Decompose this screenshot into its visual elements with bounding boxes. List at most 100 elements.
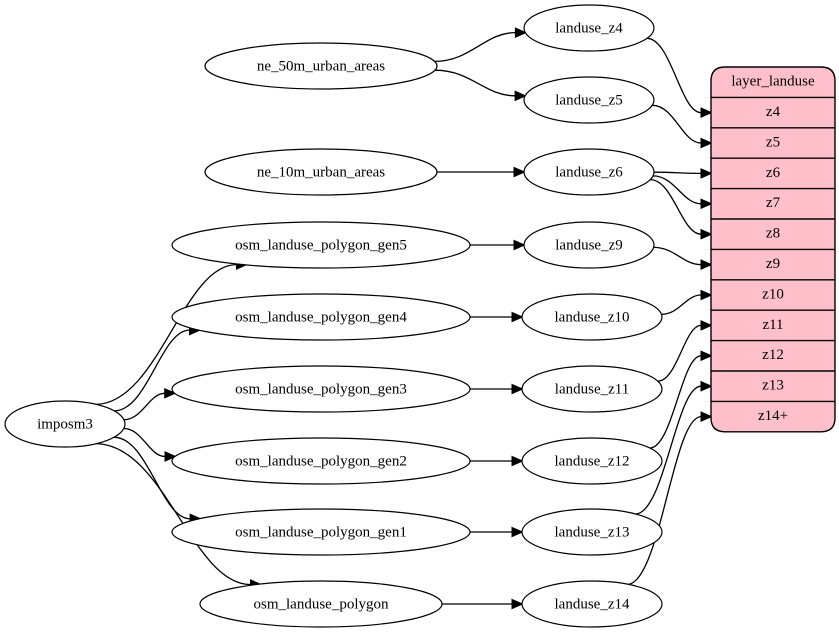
edge-landuse_z11-to-z11 <box>657 324 702 382</box>
edge-imposm3-to-osm_landuse_polygon <box>94 442 251 586</box>
view-node-ellipse <box>521 293 663 341</box>
node-label-ne_50m_urban_areas: ne_50m_urban_areas <box>257 58 385 74</box>
arrowhead-icon <box>514 27 528 39</box>
edge-ne_50m_urban_areas-to-landuse_z5 <box>434 69 516 97</box>
node-label-osm_landuse_polygon_gen1: osm_landuse_polygon_gen1 <box>235 524 407 540</box>
node-osm_landuse_polygon_gen1[interactable]: osm_landuse_polygon_gen1 <box>171 508 471 556</box>
arrowhead-icon <box>700 137 713 149</box>
arrowhead-icon <box>700 380 713 392</box>
arrowhead-icon <box>511 455 524 467</box>
node-label-landuse_z10: landuse_z10 <box>555 309 630 325</box>
edge-ne_50m_urban_areas-to-landuse_z4 <box>434 31 516 63</box>
node-landuse_z5[interactable]: landuse_z5 <box>523 76 655 124</box>
node-label-landuse_z6: landuse_z6 <box>555 164 623 180</box>
node-ne_50m_urban_areas[interactable]: ne_50m_urban_areas <box>204 42 438 90</box>
node-osm_landuse_polygon_gen2[interactable]: osm_landuse_polygon_gen2 <box>171 437 471 485</box>
arrowhead-icon <box>511 383 524 395</box>
source-node-ellipse <box>204 148 438 196</box>
arrowhead-icon <box>511 526 524 538</box>
record-row-z8: z8 <box>766 226 780 242</box>
edge-imposm3-to-osm_landuse_polygon_gen1 <box>113 436 191 520</box>
edge-landuse_z5-to-z5 <box>652 104 702 144</box>
view-node-ellipse <box>521 580 663 628</box>
node-landuse_z6[interactable]: landuse_z6 <box>523 148 655 196</box>
node-landuse_z10[interactable]: landuse_z10 <box>521 293 663 341</box>
node-label-landuse_z5: landuse_z5 <box>555 92 622 108</box>
source-node-ellipse <box>171 293 471 341</box>
record-row-z12: z12 <box>762 347 784 363</box>
node-osm_landuse_polygon_gen3[interactable]: osm_landuse_polygon_gen3 <box>171 365 471 413</box>
source-node-ellipse <box>171 437 471 485</box>
edge-landuse_z13-to-z13 <box>634 385 702 515</box>
node-label-landuse_z13: landuse_z13 <box>555 524 630 540</box>
record-row-z10: z10 <box>762 286 784 302</box>
arrowhead-icon <box>700 320 713 331</box>
arrowhead-icon <box>700 350 713 362</box>
record-row-z4: z4 <box>766 104 781 120</box>
node-label-landuse_z11: landuse_z11 <box>555 381 629 397</box>
arrowhead-icon <box>700 198 713 210</box>
arrowhead-icon <box>513 166 526 178</box>
edge-imposm3-to-osm_landuse_polygon_gen4 <box>113 329 190 412</box>
source-node-ellipse <box>199 580 443 628</box>
record-row-z13: z13 <box>762 378 784 394</box>
node-label-osm_landuse_polygon_gen3: osm_landuse_polygon_gen3 <box>235 381 407 397</box>
record-node-layer: layer_landuse z4 z5 z6 z7 z8 z9 z10 z11 z12 z13 z14… <box>710 66 836 433</box>
arrowhead-icon <box>511 598 524 610</box>
edge-landuse_z6-to-z8 <box>650 178 702 235</box>
node-imposm3[interactable]: imposm3 <box>4 400 126 448</box>
source-node-ellipse <box>171 508 471 556</box>
node-landuse_z12[interactable]: landuse_z12 <box>521 437 663 485</box>
edge-landuse_z12-to-z12 <box>649 355 702 449</box>
arrowhead-icon <box>513 239 526 251</box>
node-osm_landuse_polygon_gen4[interactable]: osm_landuse_polygon_gen4 <box>171 293 471 341</box>
edge-imposm3-to-osm_landuse_polygon_gen5 <box>94 263 237 406</box>
node-label-osm_landuse_polygon: osm_landuse_polygon <box>254 596 389 612</box>
node-label-osm_landuse_polygon_gen2: osm_landuse_polygon_gen2 <box>235 453 407 469</box>
arrowhead-icon <box>514 90 527 102</box>
node-landuse_z11[interactable]: landuse_z11 <box>521 365 663 413</box>
source-node-ellipse <box>4 400 126 448</box>
node-landuse_z13[interactable]: landuse_z13 <box>521 508 663 556</box>
node-landuse_z14[interactable]: landuse_z14 <box>521 580 663 628</box>
arrowhead-icon <box>700 259 713 270</box>
edge-imposm3-to-osm_landuse_polygon_gen2 <box>123 427 166 458</box>
node-label-osm_landuse_polygon_gen5: osm_landuse_polygon_gen5 <box>235 237 407 253</box>
edge-landuse_z6-to-z7 <box>652 175 702 205</box>
node-label-ne_10m_urban_areas: ne_10m_urban_areas <box>257 164 385 180</box>
node-label-landuse_z14: landuse_z14 <box>555 596 630 612</box>
arrowhead-icon <box>700 411 713 422</box>
arrowhead-icon <box>700 289 713 301</box>
arrowhead-icon <box>700 228 713 240</box>
node-osm_landuse_polygon_gen5[interactable]: osm_landuse_polygon_gen5 <box>171 221 471 269</box>
arrowhead-icon <box>700 168 713 179</box>
node-landuse_z4[interactable]: landuse_z4 <box>523 4 655 52</box>
node-label-imposm3: imposm3 <box>37 416 93 432</box>
record-header-label: layer_landuse <box>731 74 815 90</box>
nodes-layer: imposm3 ne_50m_urban_areas ne_10m_urban_ar… <box>4 4 663 628</box>
record-row-z11: z11 <box>762 317 783 333</box>
node-ne_10m_urban_areas[interactable]: ne_10m_urban_areas <box>204 148 438 196</box>
node-label-osm_landuse_polygon_gen4: osm_landuse_polygon_gen4 <box>235 309 407 325</box>
node-label-landuse_z12: landuse_z12 <box>555 453 630 469</box>
view-node-ellipse <box>523 221 655 269</box>
arrowhead-icon <box>164 387 177 399</box>
edge-landuse_z14-to-z14+ <box>626 415 702 586</box>
record-row-z14+: z14+ <box>758 408 788 424</box>
node-landuse_z9[interactable]: landuse_z9 <box>523 221 655 269</box>
source-node-ellipse <box>171 365 471 413</box>
record-row-z7: z7 <box>766 195 781 211</box>
record-row-z5: z5 <box>766 134 780 150</box>
edge-landuse_z10-to-z10 <box>661 294 702 315</box>
source-node-ellipse <box>204 42 438 90</box>
source-node-ellipse <box>171 221 471 269</box>
edge-landuse_z9-to-z9 <box>653 246 702 266</box>
edge-landuse_z6-to-z6 <box>653 171 702 175</box>
node-label-landuse_z4: landuse_z4 <box>555 20 623 36</box>
view-node-ellipse <box>521 365 663 413</box>
node-osm_landuse_polygon[interactable]: osm_landuse_polygon <box>199 580 443 628</box>
edge-imposm3-to-osm_landuse_polygon_gen3 <box>123 392 165 421</box>
record-row-z9: z9 <box>766 256 780 272</box>
